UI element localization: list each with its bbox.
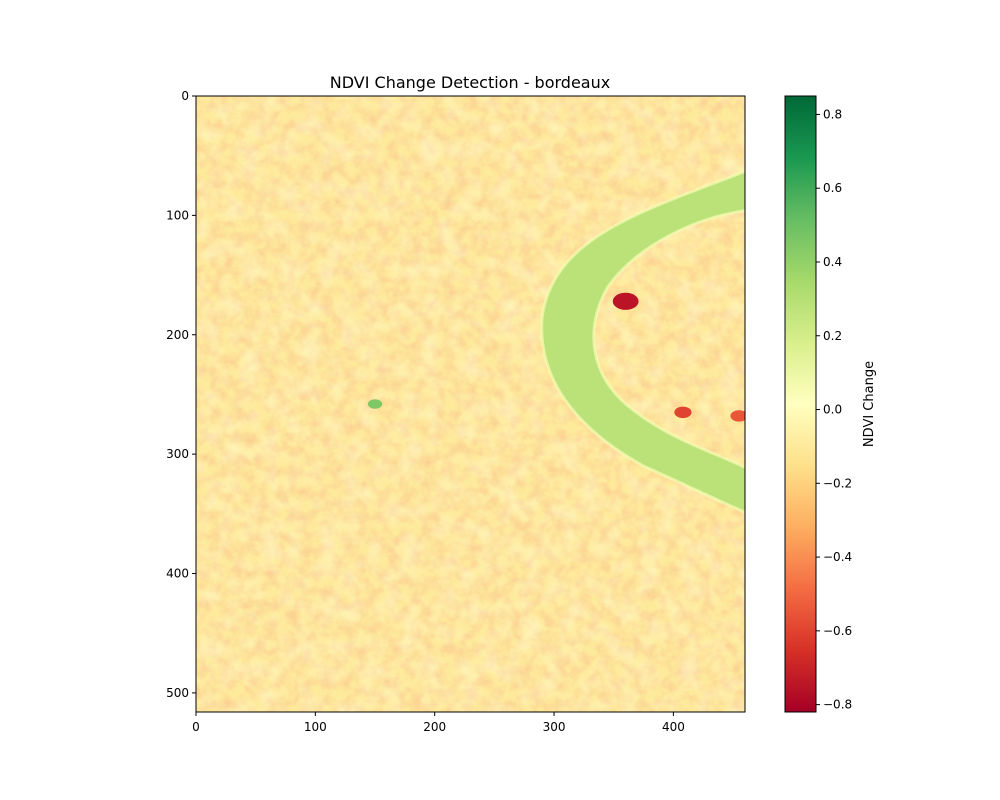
y-tick-label: 0 [181,89,189,103]
colorbar-gradient [785,96,816,712]
colorbar-tick-label: −0.2 [823,476,852,490]
x-tick-label: 300 [543,720,566,734]
colorbar-frame [784,95,817,713]
x-tick-label: 100 [304,720,327,734]
chart-title: NDVI Change Detection - bordeaux [330,73,610,92]
colorbar-tick-label: 0.6 [823,181,842,195]
dark-red-patch [612,292,639,310]
plot-frame [195,95,746,713]
y-axis: 0 100 200 300 400 500 [166,89,196,700]
y-tick-label: 300 [166,447,189,461]
y-tick-label: 200 [166,328,189,342]
x-tick-label: 400 [662,720,685,734]
colorbar-tick-label: −0.6 [823,624,852,638]
y-tick-label: 500 [166,686,189,700]
x-tick-label: 200 [423,720,446,734]
colorbar-tick-label: 0.2 [823,329,842,343]
x-tick-label: 0 [192,720,200,734]
colorbar-tick-label: −0.8 [823,698,852,712]
green-patch [367,399,383,409]
river-area [541,171,745,513]
heatmap-image [196,96,745,712]
colorbar-tick-label: −0.4 [823,550,852,564]
y-tick-label: 100 [166,208,189,222]
y-tick-label: 400 [166,567,189,581]
red-patch-east [674,406,692,419]
heatmap-texture-light [196,96,745,712]
red-patch-edge [730,410,745,422]
colorbar-tick-label: 0.0 [823,403,842,417]
colorbar: 0.8 0.6 0.4 0.2 0.0 −0.2 −0.4 −0.6 −0.8 NDVI Cha… [784,95,877,713]
x-axis: 0 100 200 300 400 [192,712,685,734]
colorbar-tick-label: 0.4 [823,255,842,269]
colorbar-label: NDVI Change [862,361,877,447]
river-bank [540,169,745,514]
colorbar-tick-label: 0.8 [823,107,842,121]
